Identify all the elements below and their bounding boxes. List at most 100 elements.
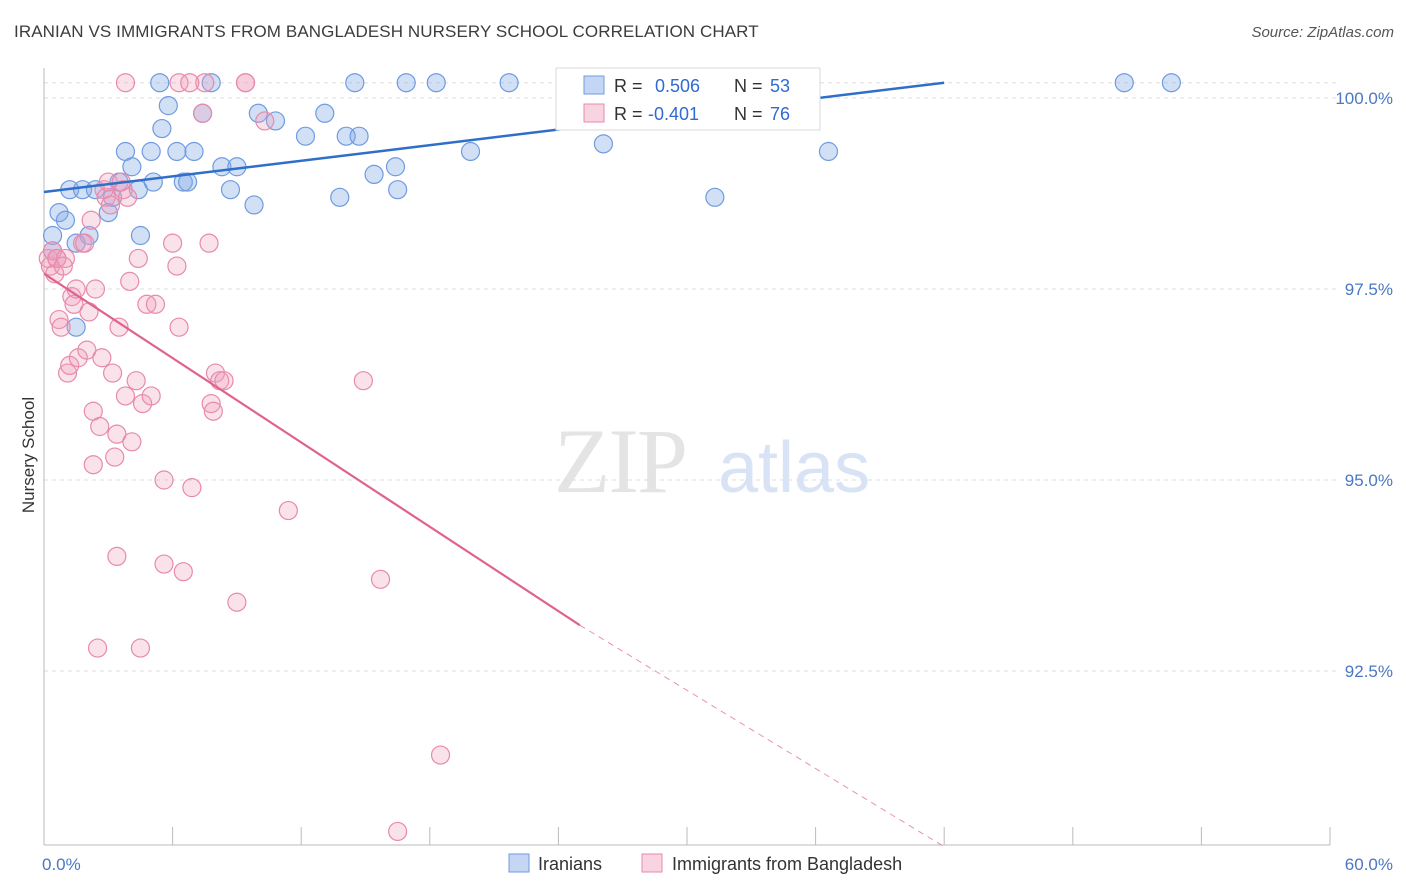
bangladesh-point xyxy=(214,371,234,391)
y-tick-label-0: 100.0% xyxy=(1335,89,1393,108)
bangladesh-point xyxy=(167,256,187,276)
iranians-point xyxy=(158,96,178,116)
bangladesh-point xyxy=(120,271,140,291)
bangladesh-point xyxy=(201,394,221,414)
y-tick-label-2: 95.0% xyxy=(1345,471,1393,490)
bangladesh-point xyxy=(105,447,125,467)
bangladesh-points xyxy=(38,73,451,842)
bangladesh-point xyxy=(182,478,202,498)
bangladesh-point xyxy=(154,470,174,490)
bangladesh-point xyxy=(173,562,193,582)
legend-r-value-1: 0.506 xyxy=(655,76,700,96)
iranians-point xyxy=(1114,73,1134,93)
y-tick-label-3: 92.5% xyxy=(1345,662,1393,681)
bangladesh-point xyxy=(130,638,151,658)
x-tick-label-0: 0.0% xyxy=(42,855,81,874)
bangladesh-point xyxy=(85,279,106,299)
bangladesh-point xyxy=(199,233,219,253)
iranians-point xyxy=(396,73,416,93)
bangladesh-point xyxy=(100,195,121,215)
bangladesh-point xyxy=(126,371,146,391)
iranians-point xyxy=(364,164,384,184)
y-tick-label-1: 97.5% xyxy=(1345,280,1393,299)
chart-source: Source: ZipAtlas.com xyxy=(1251,24,1394,41)
bangladesh-trend-line xyxy=(43,272,581,627)
bangladesh-point xyxy=(90,416,110,437)
iranians-point xyxy=(66,317,86,337)
bangladesh-point xyxy=(51,317,71,337)
iranians-point xyxy=(130,225,151,246)
series-label-bangladesh: Immigrants from Bangladesh xyxy=(672,854,902,874)
bangladesh-point xyxy=(115,386,136,406)
series-swatch-bangladesh xyxy=(641,853,663,873)
x-tick-label-1: 60.0% xyxy=(1345,855,1393,874)
bangladesh-point xyxy=(388,821,408,842)
legend-r-label-1: R = xyxy=(614,76,643,96)
bangladesh-point xyxy=(169,73,189,93)
iranians-point xyxy=(150,73,170,93)
bangladesh-point xyxy=(75,233,95,253)
bangladesh-point xyxy=(255,111,275,131)
iranians-point xyxy=(201,73,221,93)
iranians-point xyxy=(42,225,63,246)
iranians-point xyxy=(330,187,350,207)
bangladesh-point xyxy=(163,233,183,253)
bangladesh-point xyxy=(109,317,129,337)
stats-legend-box xyxy=(555,67,821,131)
bangladesh-point xyxy=(117,187,138,207)
iranians-point xyxy=(184,141,204,162)
legend-n-value-2: 76 xyxy=(770,104,790,124)
bangladesh-point xyxy=(235,73,256,93)
bangladesh-point xyxy=(83,455,103,475)
bangladesh-trend-extension xyxy=(579,624,945,848)
bangladesh-point xyxy=(195,73,215,93)
bangladesh-point xyxy=(87,638,108,658)
iranians-point xyxy=(385,157,406,177)
iranians-point xyxy=(1161,73,1181,93)
legend-n-label-2: N = xyxy=(734,104,763,124)
bangladesh-point xyxy=(353,371,373,391)
bangladesh-point xyxy=(49,309,69,330)
bangladesh-point xyxy=(77,340,97,360)
bangladesh-point xyxy=(102,363,123,383)
bangladesh-point xyxy=(154,554,174,574)
legend-swatch-bangladesh xyxy=(583,103,605,123)
bangladesh-point xyxy=(430,745,451,765)
iranians-point xyxy=(705,187,725,207)
iranians-point xyxy=(98,203,118,223)
bangladesh-point xyxy=(107,424,127,444)
bangladesh-point xyxy=(169,317,189,337)
bangladesh-point xyxy=(141,386,161,406)
iranians-point xyxy=(178,172,198,192)
series-swatch-iranians xyxy=(508,853,530,873)
bangladesh-point xyxy=(180,73,200,93)
iranians-point xyxy=(49,203,69,223)
bangladesh-point xyxy=(64,294,84,314)
iranians-point xyxy=(173,172,193,192)
bangladesh-point xyxy=(227,592,247,612)
legend-r-label-2: R = xyxy=(614,104,643,124)
legend-n-value-1: 53 xyxy=(770,76,790,96)
bangladesh-point xyxy=(115,73,136,93)
bangladesh-point xyxy=(57,363,78,383)
legend-r-value-2: -0.401 xyxy=(648,104,699,124)
bangladesh-point xyxy=(128,248,148,269)
legend-n-label-1: N = xyxy=(734,76,763,96)
iranians-point xyxy=(141,141,161,162)
iranians-point xyxy=(55,210,76,230)
y-tick-labels: 100.0% 97.5% 95.0% 92.5% xyxy=(1335,89,1393,681)
iranians-point xyxy=(349,126,369,146)
bangladesh-point xyxy=(53,256,73,276)
bangladesh-point xyxy=(47,248,67,269)
iranians-point xyxy=(818,141,839,162)
iranians-point xyxy=(167,141,187,162)
bangladesh-point xyxy=(203,401,223,421)
bangladesh-point xyxy=(193,103,213,123)
y-axis-label: Nursery School xyxy=(19,397,38,513)
iranians-point xyxy=(345,73,365,93)
bangladesh-point xyxy=(145,294,166,314)
chart-title: IRANIAN VS IMMIGRANTS FROM BANGLADESH NU… xyxy=(14,22,759,41)
stats-legend: R = 0.506 N = 53 R = -0.401 N = 76 xyxy=(555,67,821,131)
bangladesh-point xyxy=(79,302,99,322)
